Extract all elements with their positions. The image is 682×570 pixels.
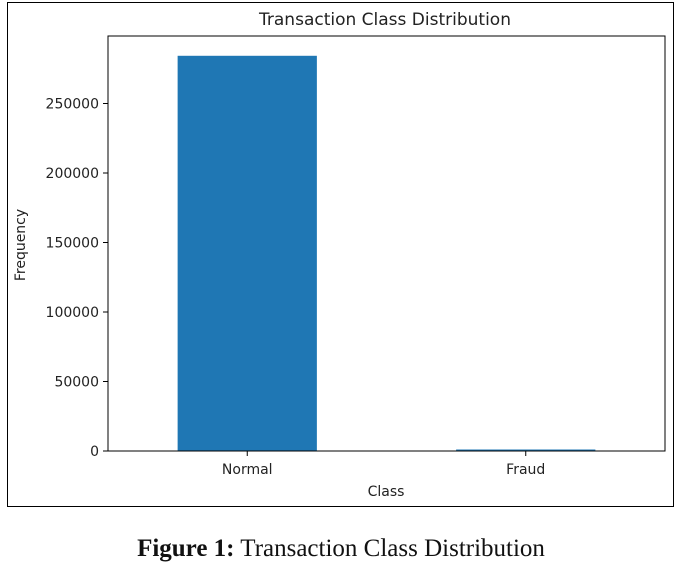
caption-label: Figure 1:: [137, 535, 235, 562]
x-axis: Normal Fraud: [222, 451, 545, 478]
chart-title: Transaction Class Distribution: [258, 10, 511, 30]
caption-text: Transaction Class Distribution: [234, 535, 545, 562]
bars-layer: [177, 55, 596, 451]
y-tick-label: 200000: [46, 166, 99, 182]
x-tick-label: Fraud: [506, 462, 545, 478]
x-axis-title: Class: [368, 484, 405, 500]
x-tick-label: Normal: [222, 462, 273, 478]
figure-caption: Figure 1: Transaction Class Distribution: [0, 535, 682, 563]
y-tick-label: 150000: [46, 235, 99, 251]
plot-area: [107, 35, 666, 452]
y-axis-title: Frequency: [13, 209, 29, 281]
y-tick-label: 0: [90, 444, 99, 460]
y-tick-label: 50000: [54, 374, 99, 390]
bar-chart: Transaction Class Distribution 0 50000 100…: [13, 10, 666, 500]
bar-normal: [177, 55, 317, 451]
y-axis: 0 50000 100000 150000 200000 250000: [46, 96, 108, 460]
figure-frame: [7, 2, 674, 507]
bar-fraud: [456, 449, 596, 451]
y-tick-label: 250000: [46, 96, 99, 112]
y-tick-label: 100000: [46, 305, 99, 321]
